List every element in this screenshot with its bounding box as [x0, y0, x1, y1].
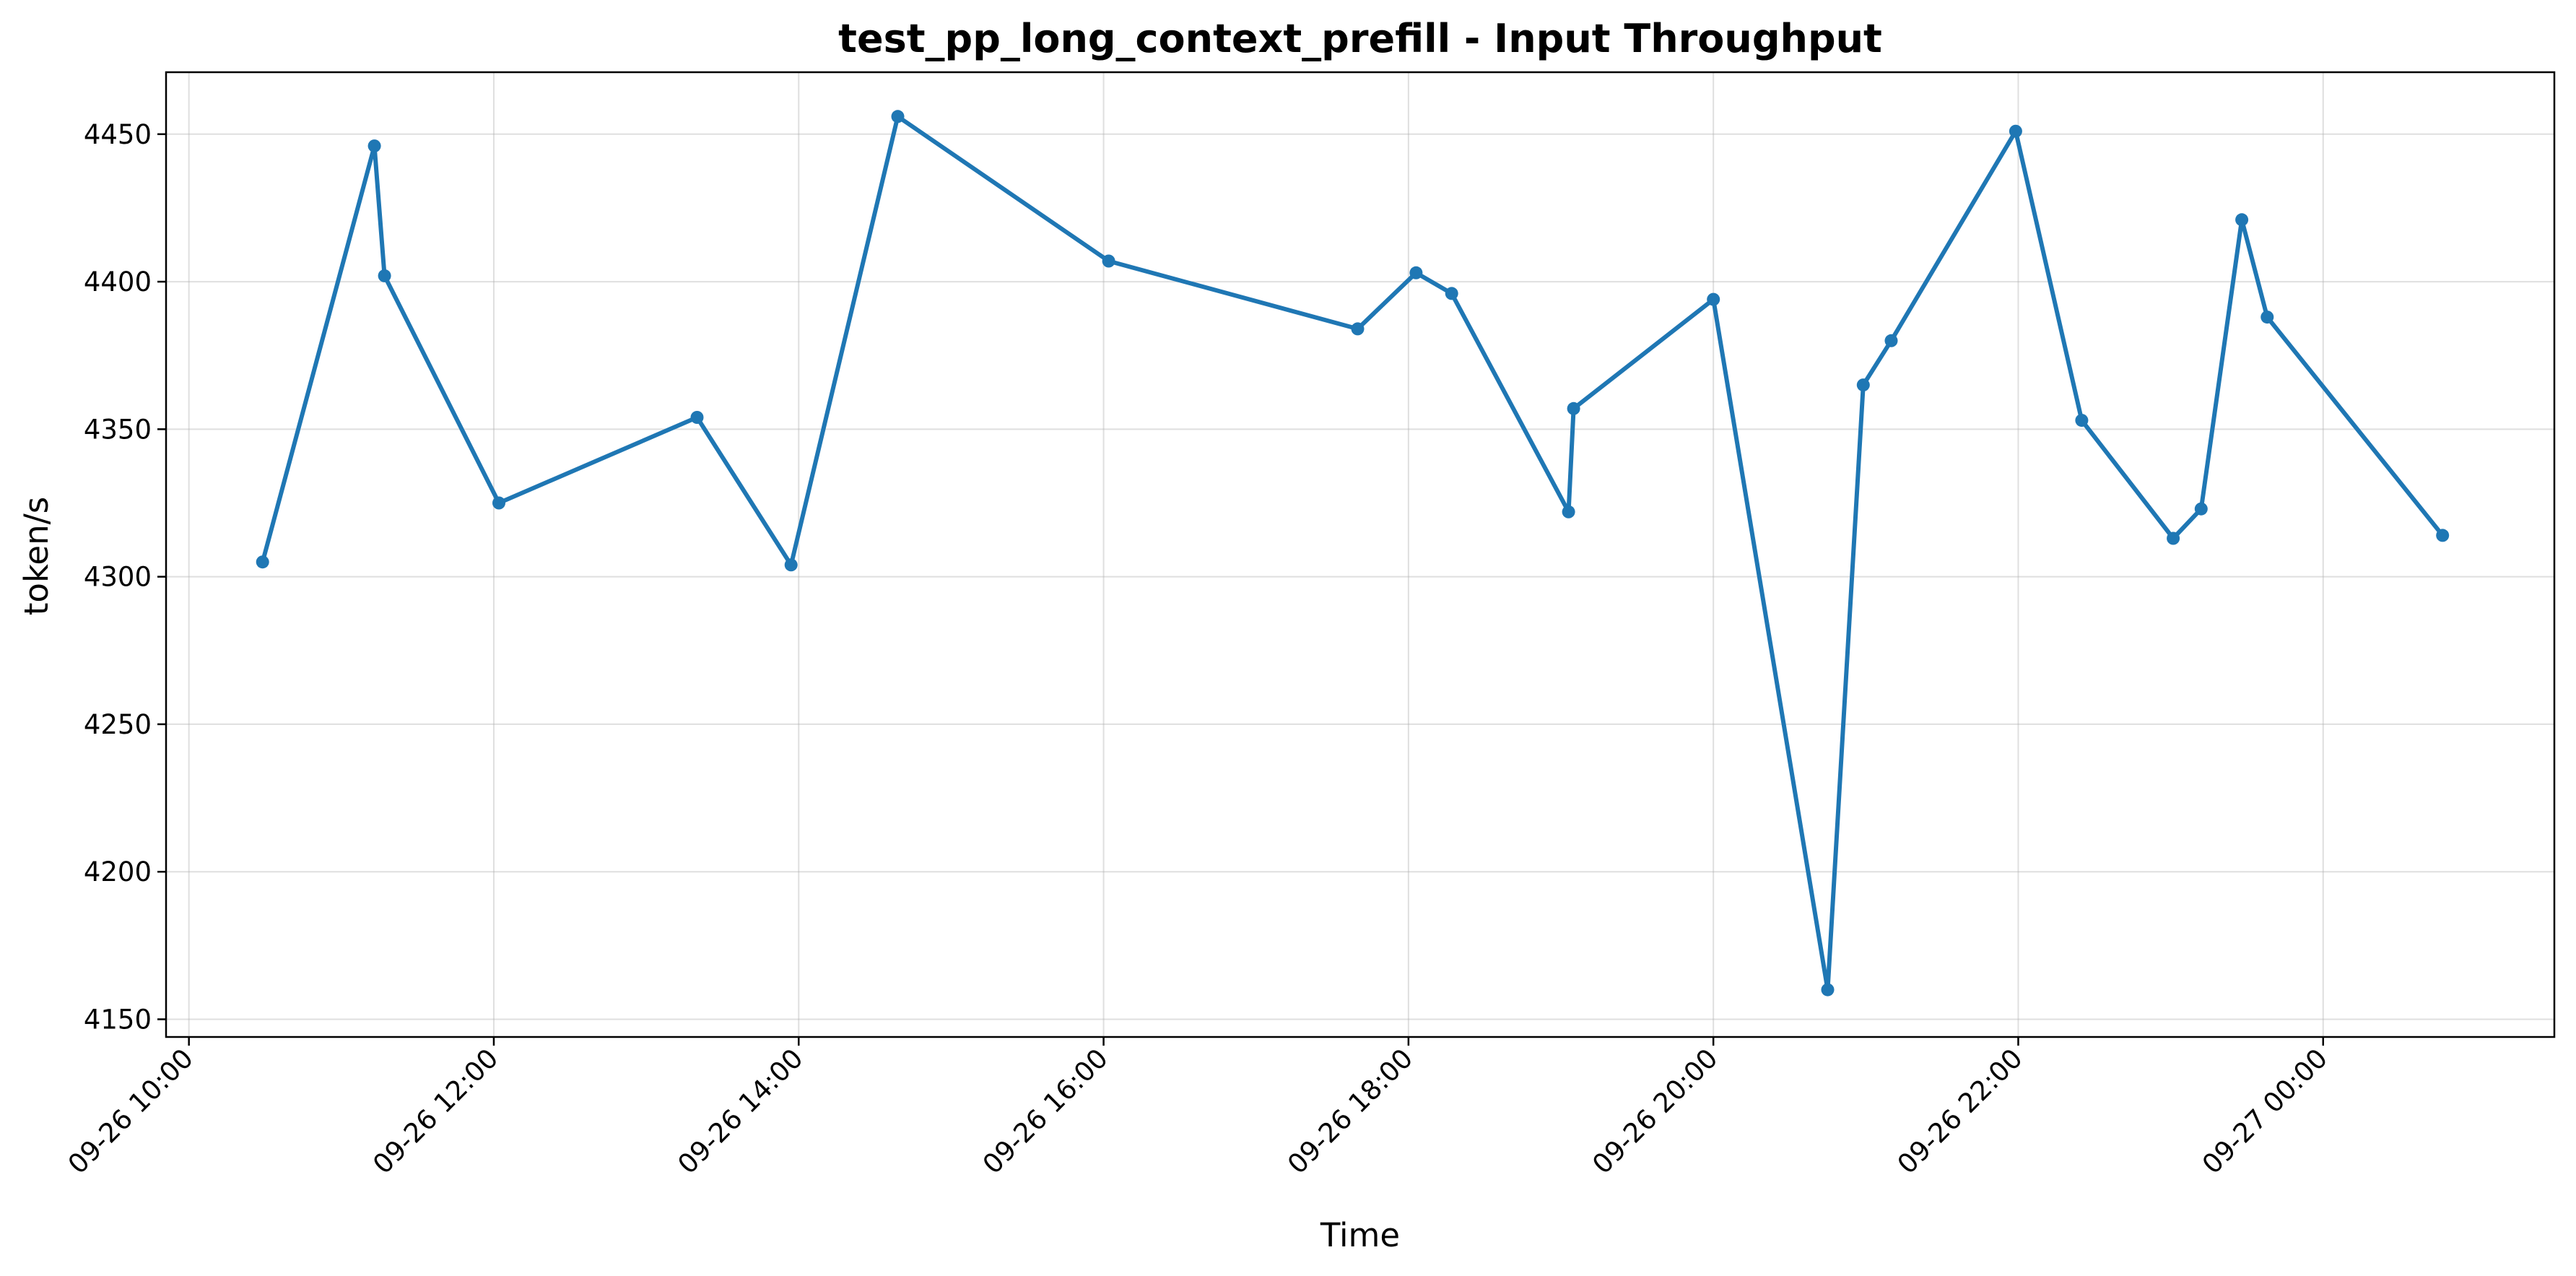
- y-tick-label: 4250: [84, 709, 152, 740]
- y-tick-label: 4200: [84, 856, 152, 887]
- data-point: [1102, 254, 1115, 268]
- plot-area-frame: [165, 71, 2556, 1038]
- series-line: [260, 114, 2445, 992]
- data-point: [1567, 402, 1580, 415]
- data-point: [1562, 505, 1575, 518]
- chart-title: test_pp_long_context_prefill - Input Thr…: [838, 16, 1882, 61]
- data-point: [1707, 292, 1720, 306]
- data-point: [1351, 322, 1365, 336]
- series-line-group: [256, 110, 2450, 997]
- data-point: [891, 110, 905, 123]
- grid-lines: [166, 72, 2554, 1037]
- data-point: [1409, 266, 1423, 279]
- y-tick-label: 4300: [84, 562, 152, 593]
- y-tick-label: 4450: [84, 119, 152, 150]
- data-point: [784, 558, 798, 572]
- data-point: [1821, 983, 1835, 997]
- data-point: [1856, 378, 1870, 392]
- x-axis-label: Time: [1320, 1216, 1400, 1254]
- data-point: [2009, 124, 2022, 138]
- data-point: [1884, 334, 1898, 347]
- data-point: [690, 411, 704, 424]
- y-tick-label: 4350: [84, 414, 152, 445]
- y-axis-label: token/s: [17, 497, 56, 615]
- data-point: [256, 555, 269, 569]
- data-point: [2194, 502, 2208, 516]
- y-tick-label: 4150: [84, 1004, 152, 1035]
- data-point: [2260, 311, 2274, 324]
- data-point: [378, 269, 391, 282]
- data-point: [2235, 213, 2249, 227]
- data-point: [492, 496, 505, 510]
- data-point: [2167, 531, 2180, 545]
- data-point: [367, 139, 381, 153]
- data-point: [2075, 414, 2089, 427]
- data-point: [1445, 287, 1458, 300]
- data-point: [2436, 529, 2450, 542]
- y-tick-label: 4400: [84, 266, 152, 298]
